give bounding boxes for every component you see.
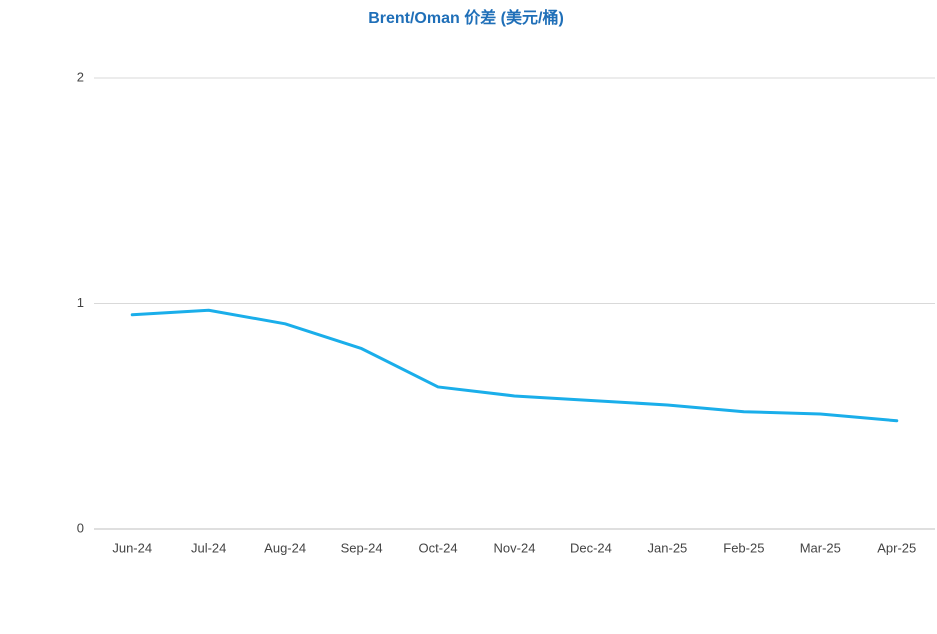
x-tick-label: Apr-25: [877, 540, 916, 555]
x-tick-label: Jul-24: [191, 540, 226, 555]
x-tick-label: Feb-25: [723, 540, 764, 555]
x-tick-label: Aug-24: [264, 540, 306, 555]
x-tick-label: Sep-24: [341, 540, 383, 555]
x-tick-label: Nov-24: [494, 540, 536, 555]
y-tick-label: 1: [77, 295, 84, 310]
x-tick-label: Oct-24: [419, 540, 458, 555]
x-tick-label: Dec-24: [570, 540, 612, 555]
x-tick-label: Mar-25: [800, 540, 841, 555]
x-tick-label: Jun-24: [112, 540, 152, 555]
chart-title: Brent/Oman 价差 (美元/桶): [368, 8, 564, 27]
y-tick-label: 2: [77, 69, 84, 84]
x-tick-label: Jan-25: [648, 540, 688, 555]
data-line: [130, 308, 899, 423]
y-tick-label: 0: [77, 520, 84, 535]
